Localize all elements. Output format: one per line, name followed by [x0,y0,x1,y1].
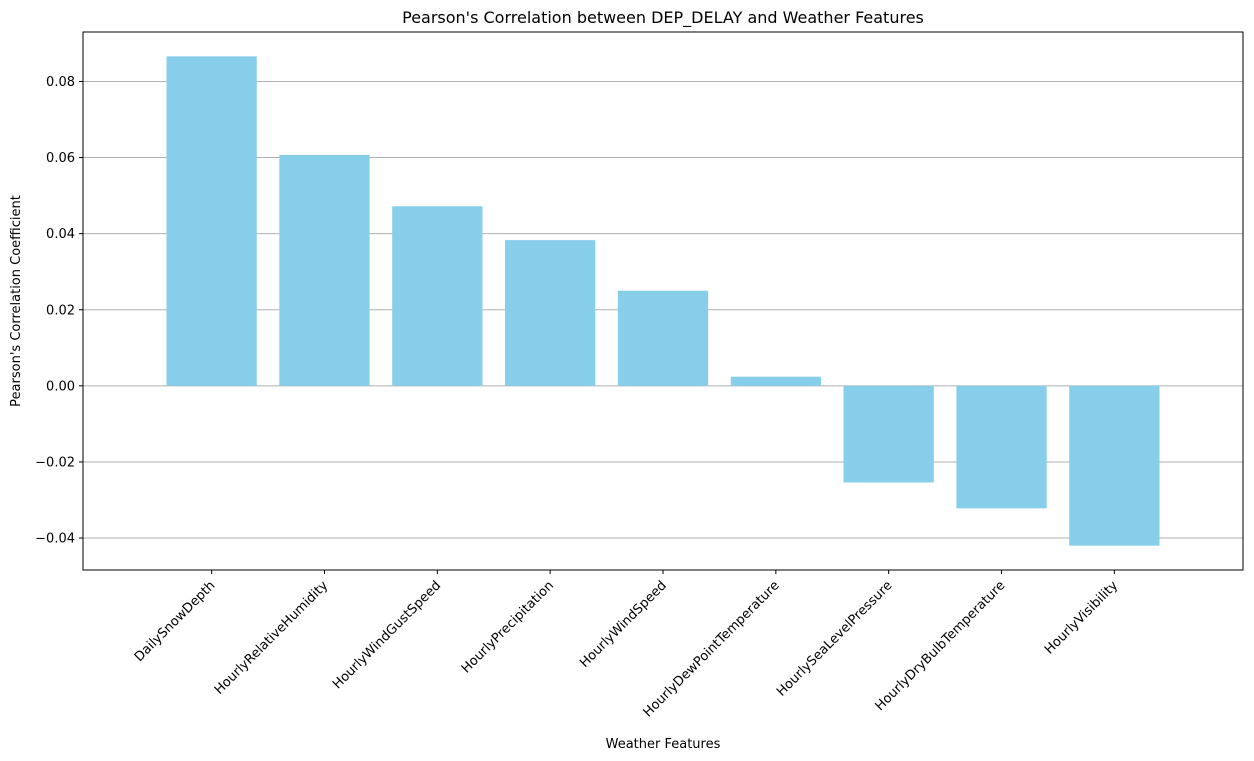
y-tick-label: 0.08 [46,75,75,90]
x-axis-label: Weather Features [606,737,721,752]
bar [392,206,483,386]
y-tick-label: −0.02 [35,455,75,470]
y-axis-ticks: −0.04 −0.02 0.00 0.02 0.04 0.06 0.08 [35,75,83,547]
bar [279,154,370,386]
x-tick-label: HourlyWindSpeed [577,578,670,671]
x-tick-label: HourlyDewPointTemperature [641,578,783,720]
x-tick-label: HourlySeaLevelPressure [774,578,895,699]
y-axis-label: Pearson's Correlation Coefficient [9,195,24,407]
x-axis-ticks: DailySnowDepthHourlyRelativeHumidityHour… [132,570,1121,720]
y-tick-label: 0.02 [46,303,75,318]
x-tick-label: HourlyWindGustSpeed [330,578,444,692]
bar [617,290,709,386]
x-tick-label: HourlyRelativeHumidity [212,578,332,698]
bar [1069,385,1160,546]
chart-title: Pearson's Correlation between DEP_DELAY … [402,8,924,28]
x-tick-label: DailySnowDepth [132,578,219,665]
bar [505,240,596,386]
bars [166,56,1160,546]
x-tick-label: HourlyVisibility [1042,578,1121,657]
bar [843,385,934,483]
y-tick-label: −0.04 [35,532,75,547]
bar [956,385,1047,509]
x-tick-label: HourlyPrecipitation [459,578,557,676]
bar [166,56,257,386]
bar [730,376,821,386]
y-tick-label: 0.00 [46,379,75,394]
y-tick-label: 0.04 [46,227,75,242]
y-tick-label: 0.06 [46,151,75,166]
x-tick-label: HourlyDryBulbTemperature [873,578,1009,714]
